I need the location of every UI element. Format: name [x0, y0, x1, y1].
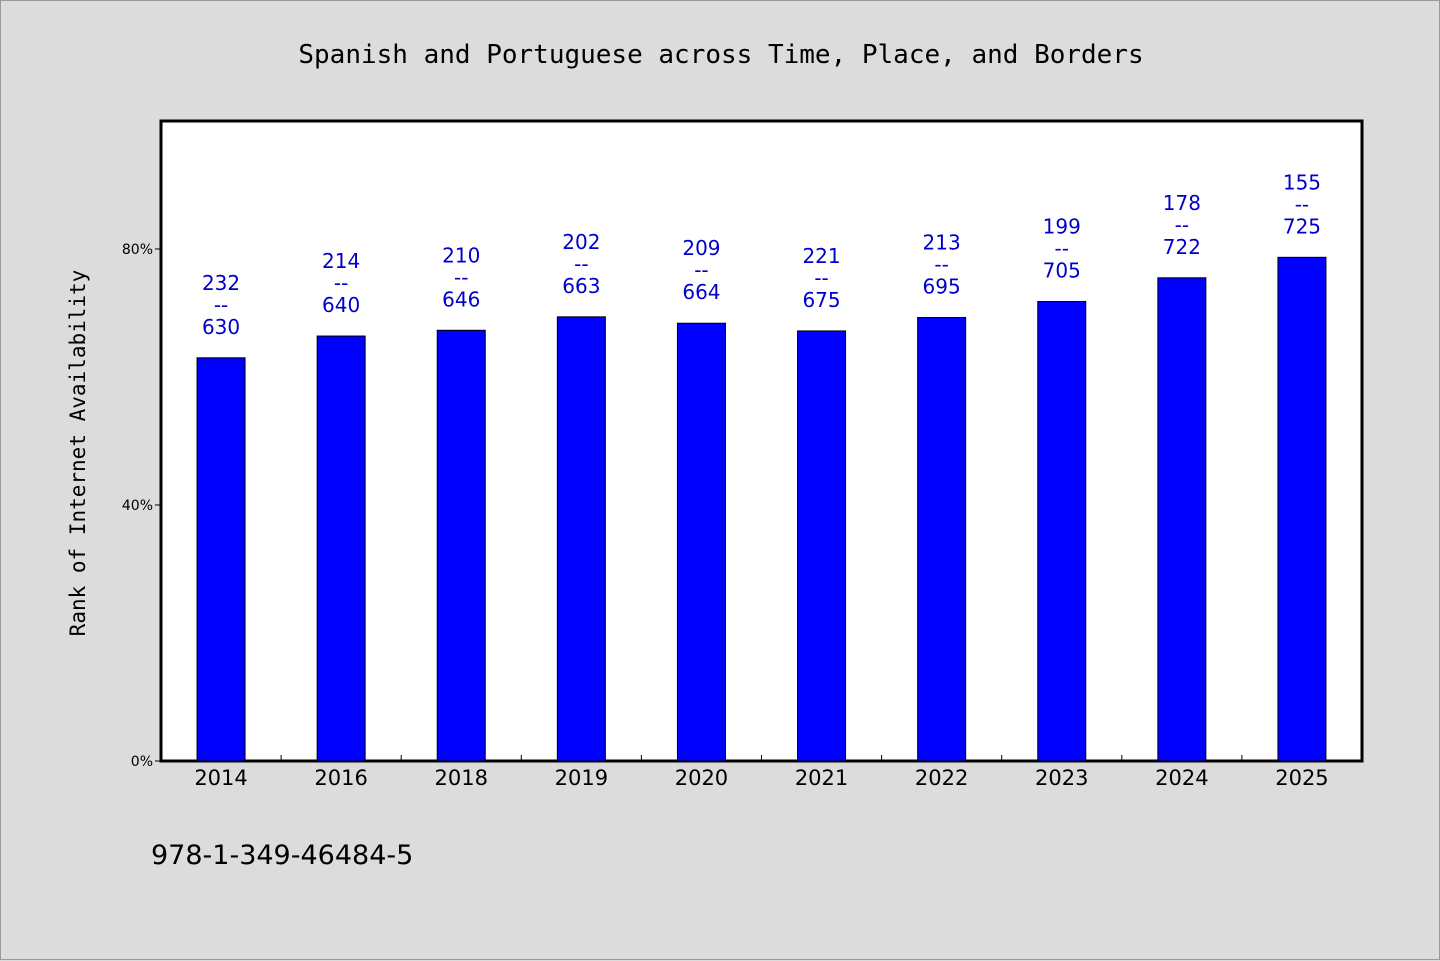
- x-tick-label-2016: 2016: [314, 766, 367, 790]
- data-label-bottom-2024: 722: [1163, 235, 1201, 259]
- data-label-sep-2016: --: [334, 271, 348, 295]
- data-label-top-2018: 210: [442, 243, 480, 267]
- data-label-bottom-2023: 705: [1043, 258, 1081, 282]
- bar-2021: [797, 330, 847, 762]
- bar-2014: [196, 357, 246, 762]
- x-tick-label-2023: 2023: [1035, 766, 1088, 790]
- data-label-sep-2018: --: [454, 265, 468, 289]
- x-tick-label-2020: 2020: [675, 766, 728, 790]
- data-label-sep-2014: --: [214, 293, 228, 317]
- data-label-bottom-2025: 725: [1283, 214, 1321, 238]
- data-label-sep-2020: --: [694, 258, 708, 282]
- bar-2023: [1037, 300, 1087, 762]
- data-label-top-2024: 178: [1163, 191, 1201, 215]
- data-label-bottom-2018: 646: [442, 287, 480, 311]
- y-axis-ticks: 0% 40% 80%: [122, 242, 161, 770]
- data-label-bottom-2019: 663: [562, 274, 600, 298]
- bar-2022: [917, 316, 967, 762]
- y-axis-label: Rank of Internet Availability: [66, 270, 90, 637]
- y-tick-label-40: 40%: [122, 498, 153, 514]
- x-tick-label-2019: 2019: [555, 766, 608, 790]
- data-label-top-2020: 209: [682, 236, 720, 260]
- bar-2019: [556, 316, 606, 762]
- data-label-bottom-2021: 675: [802, 288, 840, 312]
- x-tick-label-2021: 2021: [795, 766, 848, 790]
- y-tick-label-80: 80%: [122, 242, 153, 258]
- data-labels-group: 232--630214--640210--646202--663209--664…: [202, 170, 1321, 338]
- data-label-sep-2019: --: [574, 252, 588, 276]
- x-axis-ticks: 2014 2016 2018 2019 2020 2021 2022 2023 2024 2025: [194, 755, 1329, 790]
- data-label-sep-2022: --: [934, 252, 948, 276]
- data-label-sep-2024: --: [1175, 213, 1189, 237]
- data-label-bottom-2014: 630: [202, 315, 240, 339]
- x-tick-label-2025: 2025: [1275, 766, 1328, 790]
- x-tick-label-2022: 2022: [915, 766, 968, 790]
- bar-2025: [1277, 256, 1327, 762]
- chart-title: Spanish and Portuguese across Time, Plac…: [298, 40, 1143, 70]
- data-label-top-2014: 232: [202, 271, 240, 295]
- x-tick-label-2014: 2014: [194, 766, 247, 790]
- data-label-top-2023: 199: [1043, 214, 1081, 238]
- x-tick-label-2018: 2018: [435, 766, 488, 790]
- x-tick-label-2024: 2024: [1155, 766, 1208, 790]
- isbn-text: 978-1-349-46484-5: [151, 840, 413, 871]
- bar-2016: [316, 335, 366, 762]
- bar-2020: [676, 322, 726, 762]
- data-label-sep-2021: --: [814, 266, 828, 290]
- bar-2024: [1157, 277, 1207, 762]
- data-label-top-2021: 221: [802, 244, 840, 268]
- data-label-top-2022: 213: [923, 230, 961, 254]
- bar-2018: [436, 329, 486, 762]
- data-label-bottom-2016: 640: [322, 293, 360, 317]
- data-label-bottom-2022: 695: [923, 274, 961, 298]
- data-label-top-2016: 214: [322, 249, 360, 273]
- y-tick-label-0: 0%: [131, 754, 153, 770]
- bars-group: [196, 256, 1327, 762]
- data-label-sep-2025: --: [1295, 192, 1309, 216]
- data-label-bottom-2020: 664: [682, 280, 720, 304]
- data-label-sep-2023: --: [1055, 236, 1069, 260]
- data-label-top-2019: 202: [562, 230, 600, 254]
- data-label-top-2025: 155: [1283, 170, 1321, 194]
